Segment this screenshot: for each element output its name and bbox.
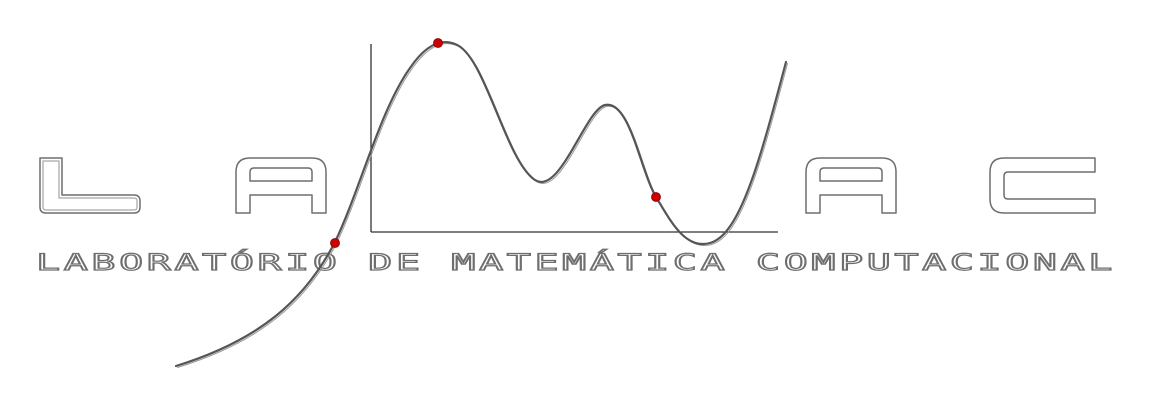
curve-point-middle <box>651 192 661 202</box>
logo-letter-a-second <box>805 157 897 214</box>
curve-point-maximum <box>433 38 443 48</box>
logo-subtitle-text: LABORATÓRIO DE MATEMÁTICA COMPUTACIONAL <box>36 250 1116 276</box>
logo-letter-l <box>39 157 141 214</box>
curve-point-left <box>330 238 340 248</box>
logo-letter-c <box>989 157 1096 214</box>
function-curve <box>174 41 788 368</box>
logo-letter-a-first <box>235 157 327 214</box>
graph-axes <box>370 44 778 233</box>
logo-subtitle-graphic: LABORATÓRIO DE MATEMÁTICA COMPUTACIONAL <box>35 249 1116 276</box>
